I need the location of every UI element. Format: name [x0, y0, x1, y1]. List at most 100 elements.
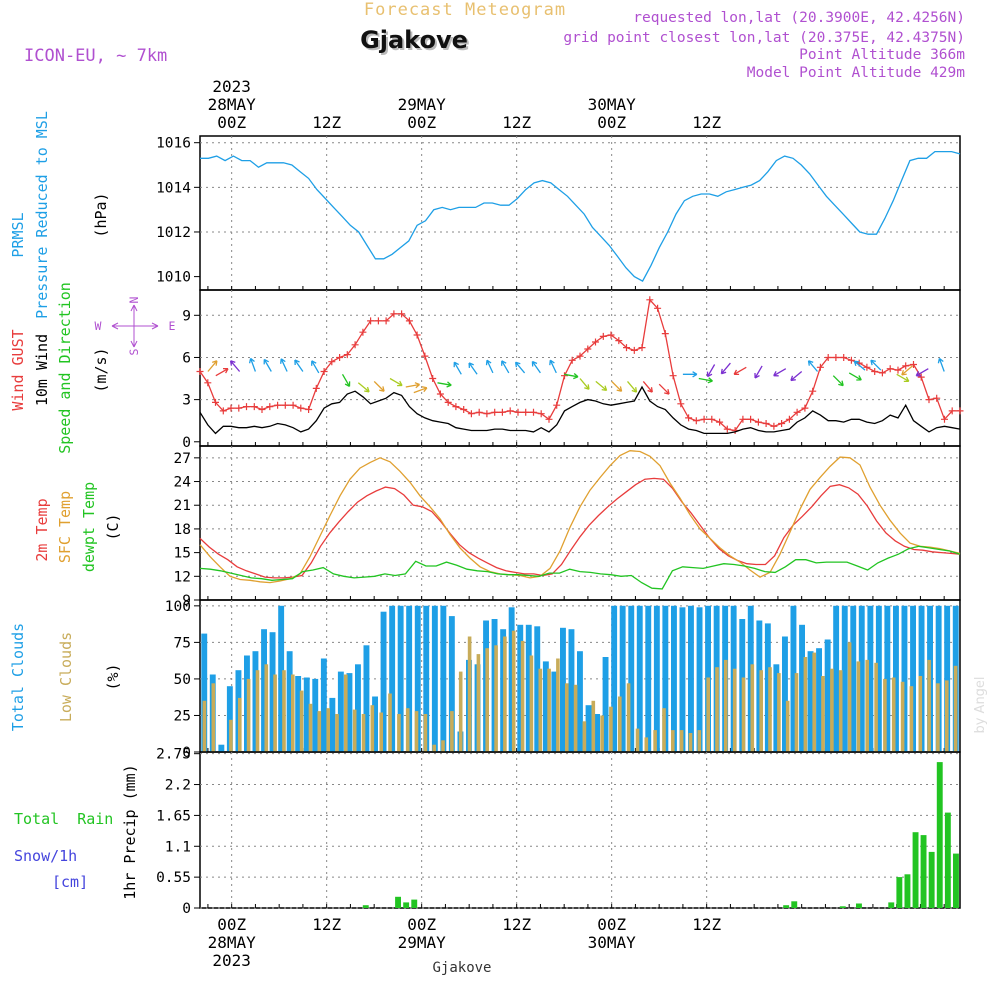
bar-total-clouds: [389, 605, 396, 752]
wind-panel: 0 3 6 9: [182, 289, 964, 451]
cloud-unit: (%): [104, 663, 122, 690]
wind-direction-arrow: [389, 377, 403, 387]
gust-marker: [933, 394, 941, 402]
bar-low-clouds: [653, 730, 657, 752]
wind-direction-arrow: [773, 368, 787, 377]
y-tick-label: 75: [174, 635, 191, 651]
location-title: Gjakove: [360, 26, 468, 54]
bar-low-clouds: [953, 665, 958, 752]
bar-total-rain: [912, 832, 919, 908]
bar-total-clouds: [944, 605, 951, 752]
y-tick-label: 0: [182, 435, 191, 451]
bottom-time-label: 00Z: [217, 915, 246, 934]
bar-low-clouds: [538, 668, 543, 752]
bar-total-clouds: [910, 605, 916, 752]
bar-total-clouds: [833, 605, 840, 752]
wind-direction-arrow: [642, 380, 653, 393]
y-tick-label: 1.1: [165, 839, 191, 855]
bar-low-clouds: [291, 674, 295, 752]
wind-direction-arrow: [229, 360, 241, 372]
top-time-label: 12Z: [312, 113, 341, 132]
top-time-label: 30MAY: [588, 95, 637, 114]
bar-total-clouds: [397, 605, 404, 752]
gust-marker: [941, 415, 948, 423]
gust-marker: [274, 401, 282, 409]
bar-total-clouds: [790, 605, 797, 752]
series-line-prmsl: [200, 150, 961, 282]
wind-direction-arrow: [357, 382, 370, 393]
bar-low-clouds: [591, 700, 596, 752]
gust-marker: [475, 408, 483, 416]
gust-marker: [685, 414, 693, 422]
footer-location: Gjakove: [432, 960, 491, 976]
bar-total-clouds: [858, 605, 865, 752]
bar-low-clouds: [556, 658, 560, 752]
gust-marker: [312, 384, 320, 392]
bar-low-clouds: [511, 630, 516, 752]
wind-direction-arrow: [341, 373, 351, 387]
precip-unit: 1hr Precip (mm): [121, 764, 139, 899]
gust-marker: [537, 410, 545, 418]
bar-low-clouds: [847, 642, 852, 752]
bar-low-clouds: [688, 733, 693, 752]
gust-marker: [816, 363, 824, 371]
bar-total-clouds: [816, 648, 822, 752]
gust-marker: [258, 406, 266, 413]
y-tick-label: 1016: [156, 136, 191, 152]
y-tick-label: 21: [174, 498, 191, 514]
bar-low-clouds: [927, 659, 931, 752]
wind-direction-arrow: [720, 362, 731, 375]
bar-low-clouds: [405, 708, 410, 752]
compass-icon: W E N S: [95, 296, 176, 355]
series-line-10m-wind: [199, 385, 961, 435]
gust-marker: [638, 344, 646, 352]
bar-low-clouds: [679, 730, 684, 752]
bar-low-clouds: [821, 676, 825, 752]
gust-marker: [545, 415, 553, 423]
temp-label-3: dewpt Temp: [80, 482, 98, 572]
gust-marker: [723, 425, 731, 433]
bar-low-clouds: [582, 721, 587, 752]
gust-marker: [328, 358, 336, 366]
wind-label-1: Wind GUST: [9, 329, 27, 410]
bar-total-clouds: [560, 627, 566, 752]
y-tick-label: 12: [174, 569, 191, 585]
bar-low-clouds: [352, 709, 357, 752]
gust-marker: [405, 317, 413, 325]
bottom-time-label: 30MAY: [588, 933, 637, 952]
bar-total-clouds: [901, 605, 908, 752]
product-title: Forecast Meteogram: [364, 0, 566, 20]
wind-direction-arrow: [658, 383, 670, 395]
bar-total-clouds: [875, 605, 882, 752]
wind-direction-arrow: [706, 364, 716, 378]
bar-low-clouds: [838, 670, 843, 752]
bar-low-clouds: [856, 661, 861, 752]
top-time-label: 12Z: [502, 113, 531, 132]
gust-marker: [421, 352, 429, 360]
wind-direction-arrow: [754, 365, 763, 379]
cloud-label-2: Low Clouds: [57, 632, 75, 722]
gust-marker: [778, 420, 786, 427]
wind-direction-arrow: [413, 386, 428, 394]
gust-marker: [561, 372, 568, 380]
bar-total-clouds: [423, 605, 430, 752]
gust-marker: [584, 345, 592, 353]
series-line-sfc-temp: [199, 450, 961, 584]
bar-total-clouds: [303, 677, 310, 752]
gust-marker: [607, 331, 615, 339]
bar-low-clouds: [741, 677, 746, 752]
bar-low-clouds: [785, 700, 790, 752]
top-time-label: 00Z: [597, 113, 626, 132]
bar-total-rain: [856, 903, 862, 908]
bar-low-clouds: [759, 670, 763, 752]
bar-total-clouds: [594, 714, 600, 752]
bar-total-clouds: [346, 673, 353, 752]
bar-total-clouds: [278, 605, 285, 752]
bar-total-clouds: [585, 705, 592, 752]
bar-low-clouds: [229, 719, 233, 752]
panel-frame: [199, 751, 961, 909]
bar-low-clouds: [945, 680, 949, 752]
wind-direction-arrow: [627, 380, 638, 393]
